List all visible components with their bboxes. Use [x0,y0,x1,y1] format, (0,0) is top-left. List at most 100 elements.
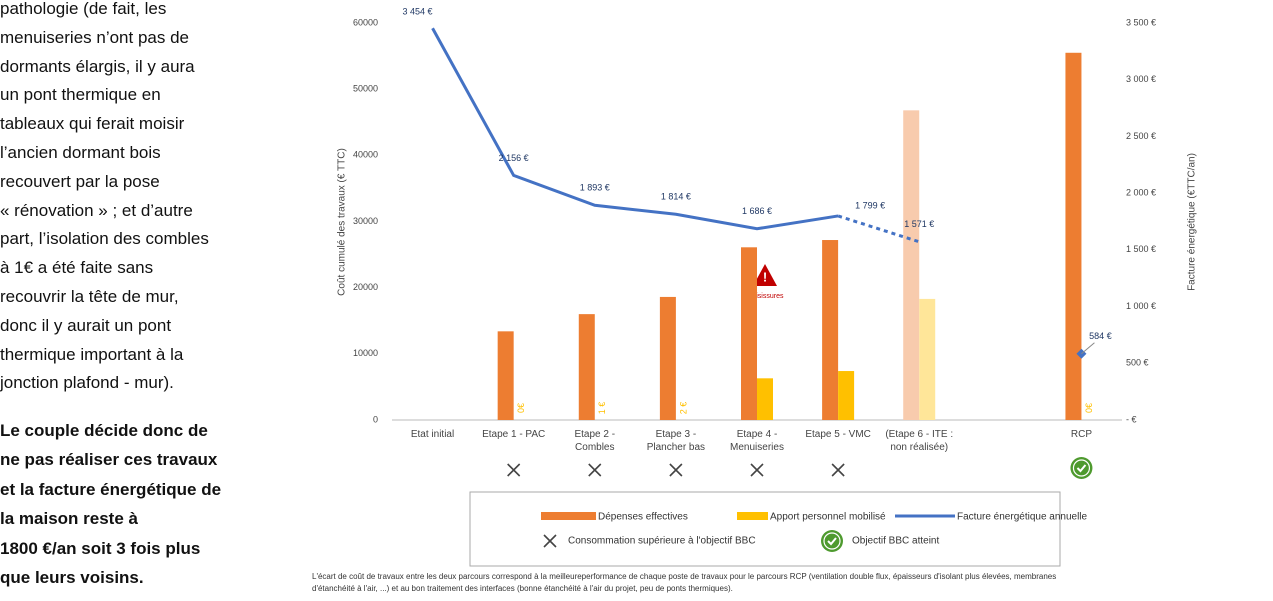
legend-label: Dépenses effectives [598,512,688,523]
bar [838,371,855,420]
y-tick-label: 20000 [353,282,378,292]
paragraph-line: jonction plafond - mur). [0,373,174,393]
data-label: 584 € [1089,331,1112,341]
bar [1065,52,1082,421]
cross-icon [750,463,764,477]
y-tick-label: 40000 [353,150,378,160]
bar [659,296,676,420]
paragraph-line: un pont thermique en [0,85,161,105]
paragraph-line: pathologie (de fait, les [0,0,167,18]
legend-swatch [541,512,596,520]
legend-label: Consommation supérieure à l'objectif BBC [568,536,756,547]
legend-label: Facture énergétique annuelle [957,512,1088,523]
cross [543,534,557,548]
paragraph-line: thermique important à la [0,344,184,364]
y2-axis-title: Facture énergétique (€TTC/an) [1187,153,1198,291]
data-label: 1 571 € [904,219,934,229]
y-tick-label: 60000 [353,17,378,27]
y2-tick-label: 500 € [1126,358,1149,368]
cross-icon [507,463,521,477]
badge-ring [1072,459,1091,477]
data-label: 1 814 € [661,192,691,202]
conclusion-line: et la facture énergétique de [0,479,222,499]
conclusion-line: Le couple décide donc de [0,421,208,440]
cross-icon [588,463,602,477]
y2-tick-label: - € [1126,414,1137,424]
y-tick-label: 0 [373,414,378,424]
paragraph-line: à 1€ a été faite sans [0,258,154,278]
data-label: 1 686 € [742,206,772,216]
paragraph-line: recouvert par la pose [0,171,160,191]
y2-tick-label: 2 000 € [1126,188,1156,198]
bar [919,298,936,420]
conclusion-line: la maison reste à [0,509,138,529]
legend-label: Apport personnel mobilisé [770,512,886,523]
y2-tick-label: 3 500 € [1126,17,1156,27]
bar [757,378,773,420]
data-label: 1 893 € [580,183,610,193]
warning-icon: ! [753,264,777,286]
paragraph-line: l’ancien dormant bois [0,143,161,162]
x-tick-label: Etape 1 - PAC [482,429,546,440]
badge-ring [823,532,841,550]
y-tick-label: 10000 [353,348,378,358]
footnote: d'étanchéité à l'air, ...) et au bon tra… [312,584,733,593]
svg-text:!: ! [763,269,767,284]
paragraph-line: « rénovation » ; et d’autre [0,200,193,220]
y2-tick-label: 2 500 € [1126,131,1156,141]
y2-tick-label: 1 500 € [1126,244,1156,254]
leader-line [1081,342,1095,355]
paragraph-line: menuiseries n’ont pas de [0,27,190,47]
conclusion-line: 1800 €/an soit 3 fois plus [0,538,201,558]
bar [903,110,920,420]
x-tick-label: RCP [1070,429,1092,440]
data-label: 2 156 € [499,153,529,163]
annotation: moisissures [747,293,784,300]
y2-tick-label: 1 000 € [1126,301,1156,311]
bar [497,331,514,420]
cross [831,463,845,477]
line-dashed [837,214,920,244]
x-tick-label: (Etape 6 - ITE : non réalisée) [885,429,954,453]
data-label: 3 454 € [403,7,433,17]
x-tick-label: Etape 4 - Menuiseries [730,429,784,453]
bar [822,240,839,420]
paragraph-line: part, l’isolation des combles [0,229,209,249]
cross-icon [831,463,845,477]
cross-icon [669,463,683,477]
cross [669,463,683,477]
conclusion-line: ne pas réaliser ces travaux [0,450,218,470]
y-tick-label: 30000 [353,216,378,226]
bar [578,314,595,420]
tick [1076,464,1087,473]
check-icon [1070,457,1093,479]
bar [741,247,757,420]
data-label: 1 € [597,402,607,415]
x-tick-label: Etape 3 - Plancher bas [646,429,706,453]
data-label: 2 € [678,402,688,415]
x-tick-label: Etape 2 - Combles [574,429,616,453]
paragraph-line: tableaux qui ferait moisir [0,114,185,134]
cross [750,463,764,477]
cross [507,463,521,477]
paragraph-line: recouvrir la tête de mur, [0,287,179,306]
tick [827,537,837,546]
cross [588,463,602,477]
data-label: 0€ [1084,403,1094,413]
legend-label: Objectif BBC atteint [852,536,939,547]
x-tick-label: Etat initial [410,429,455,440]
legend-box [469,491,1061,567]
data-label: 1 799 € [855,200,885,210]
check-icon [821,530,843,552]
legend-swatch [737,512,768,520]
conclusion-line: que leurs voisins. [0,568,144,587]
footnote: L'écart de coût de travaux entre les deu… [312,572,1056,581]
line [431,27,839,231]
cross-icon [543,534,557,548]
paragraph-line: donc il y aurait un pont [0,315,172,335]
y-tick-label: 50000 [353,84,378,94]
y2-tick-label: 3 000 € [1126,74,1156,84]
x-tick-label: Etape 5 - VMC [805,429,871,440]
